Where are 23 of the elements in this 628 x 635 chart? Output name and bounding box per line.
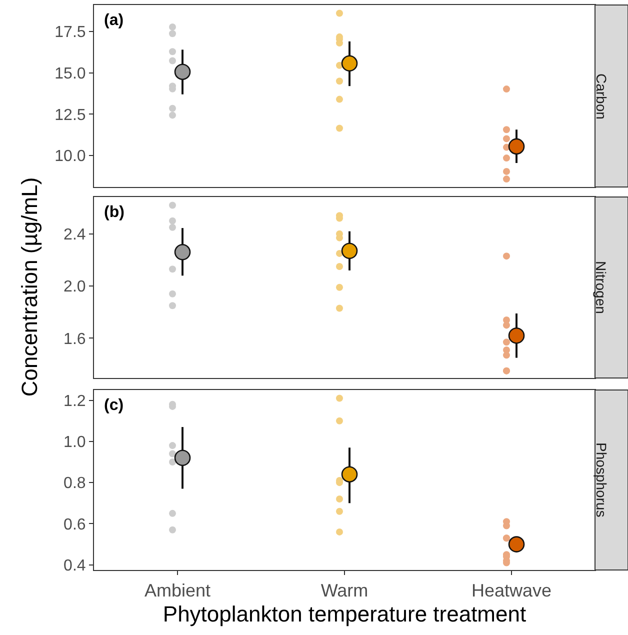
y-tick-label: 2.0 xyxy=(64,278,86,296)
text: Phosphorus xyxy=(594,442,610,518)
annotation: (a) xyxy=(104,12,124,29)
y-tick-label: 0.6 xyxy=(64,516,86,534)
y-tick-label: 0.4 xyxy=(64,557,86,574)
y-tick-label: 2.4 xyxy=(64,226,86,244)
x-axis-title: Phytoplankton temperature treatment xyxy=(162,602,526,626)
y-tick-label: 1.2 xyxy=(64,392,86,410)
y-tick-label: 1.6 xyxy=(64,330,86,348)
y-tick-label: 0.8 xyxy=(64,475,86,492)
y-tick-label: 15.0 xyxy=(54,65,86,82)
text: Carbon xyxy=(594,74,610,120)
x-tick-label: Heatwave xyxy=(471,580,552,601)
y-tick-label: 12.5 xyxy=(54,106,86,124)
text: Nitrogen xyxy=(593,261,609,314)
x-tick-label: Warm xyxy=(320,580,368,601)
y-axis-title: Concentration (µg/mL) xyxy=(17,177,43,397)
x-tick-label: Ambient xyxy=(144,580,211,601)
y-tick-label: 10.0 xyxy=(54,148,86,166)
y-tick-label: 17.5 xyxy=(54,24,86,42)
y-tick-label: 1.0 xyxy=(64,434,86,452)
annotation: (c) xyxy=(104,397,124,414)
annotation: (b) xyxy=(104,204,124,221)
